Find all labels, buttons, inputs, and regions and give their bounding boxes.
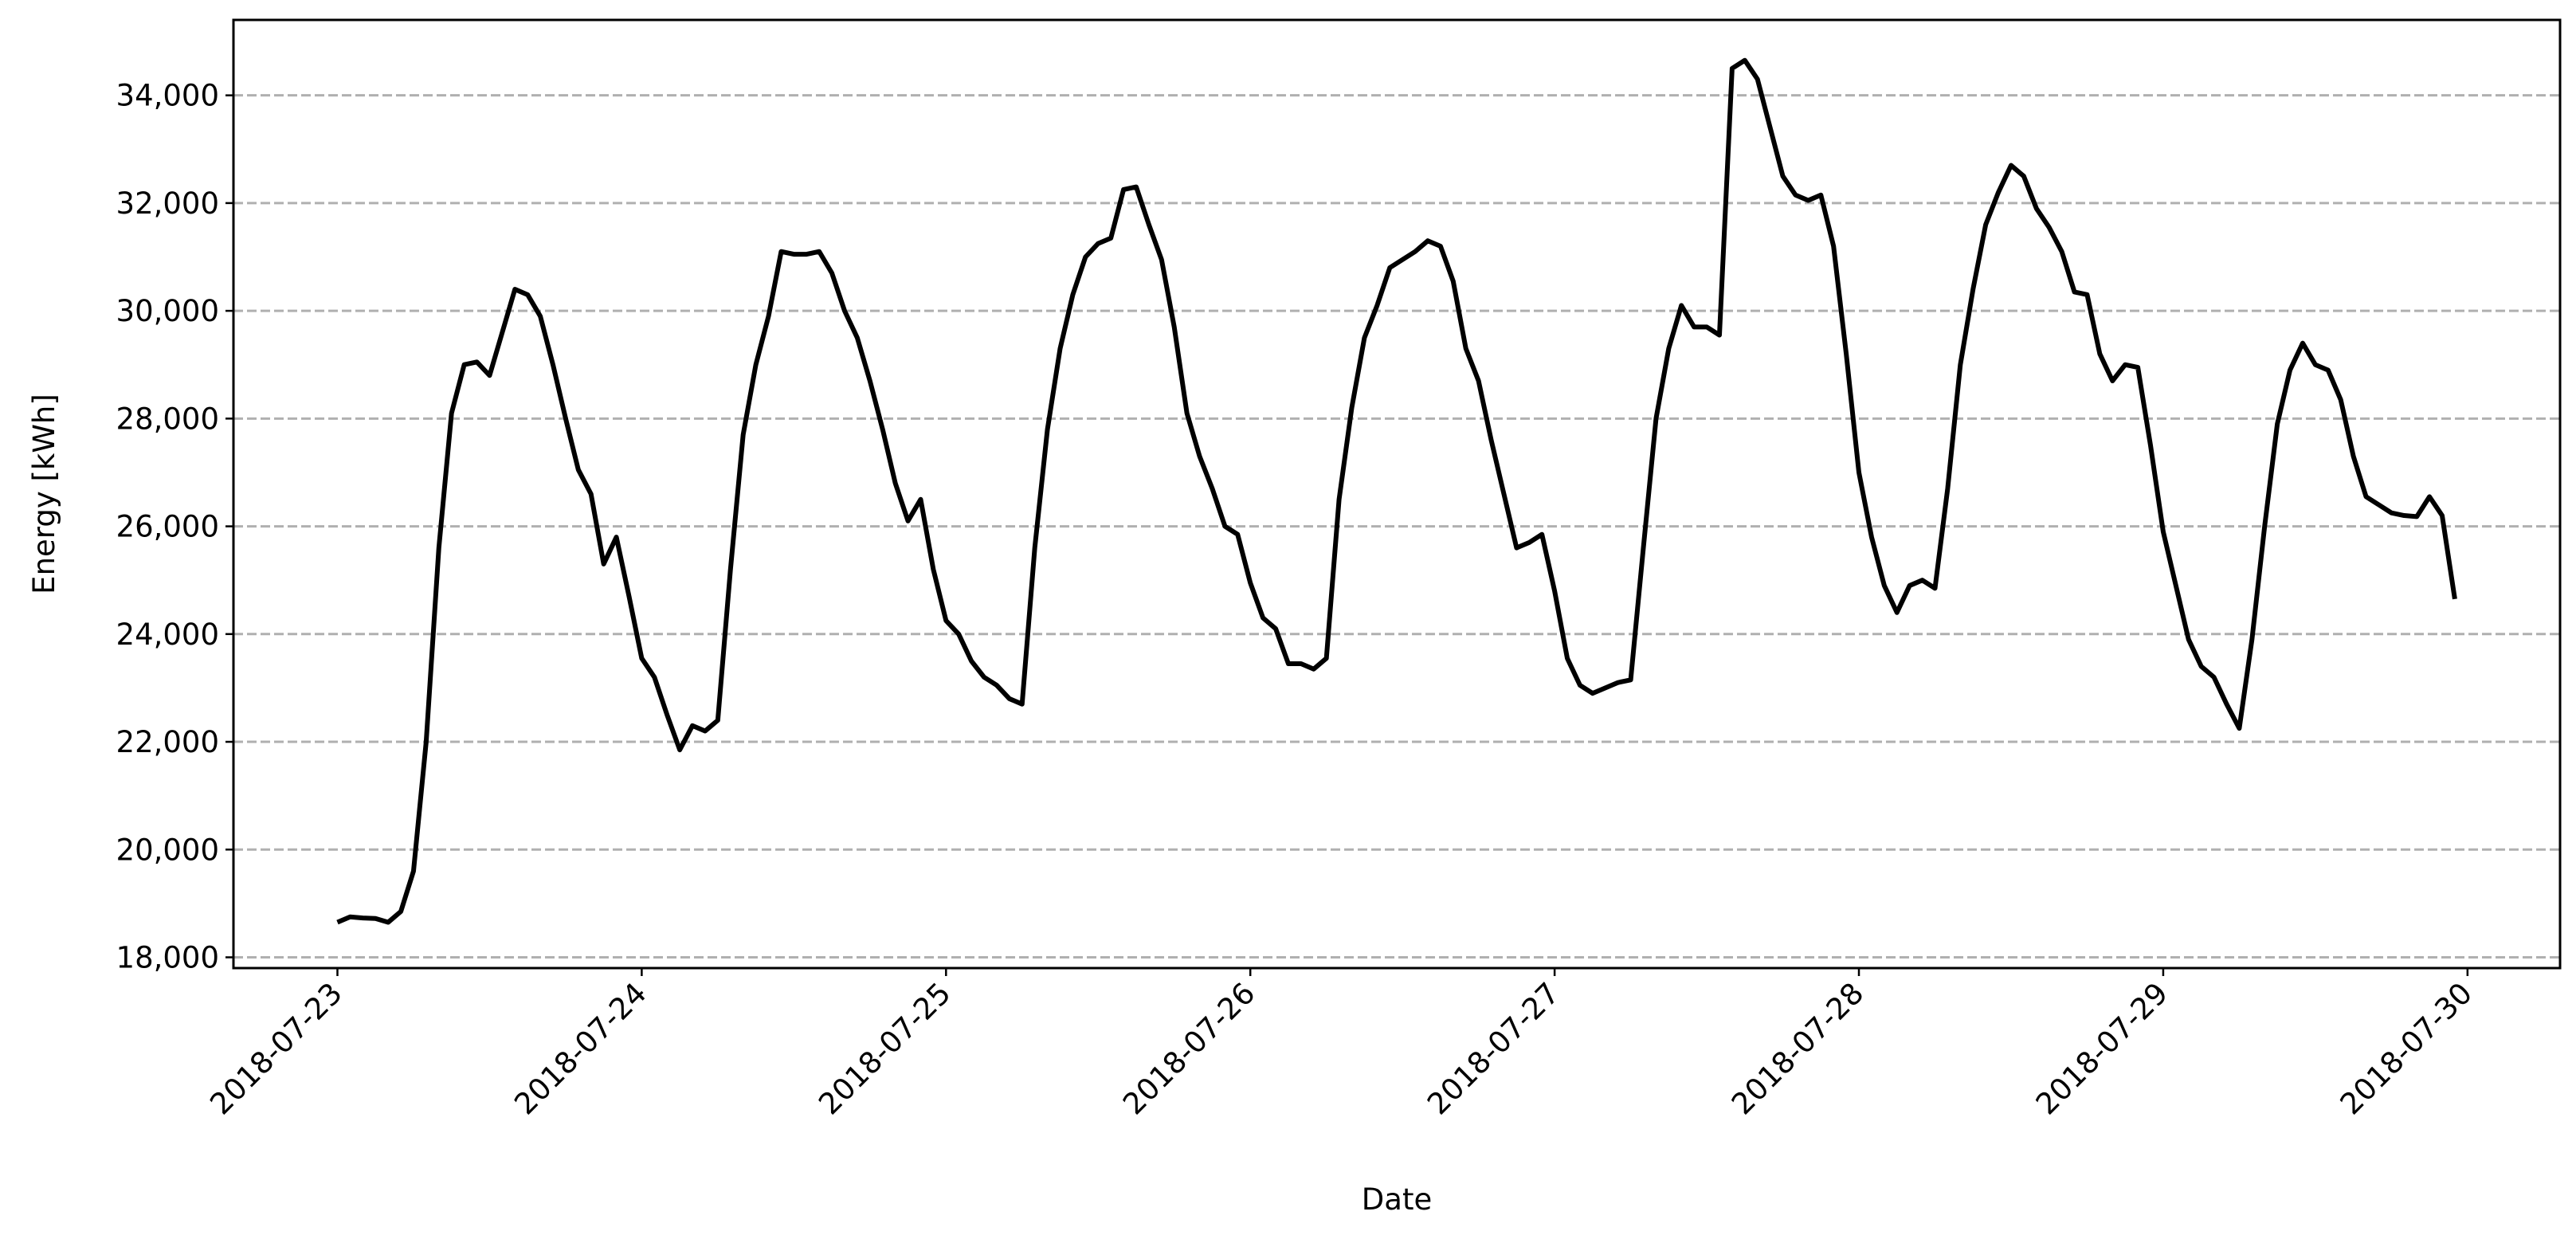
x-tick-label: 2018-07-30 [2334, 976, 2479, 1121]
y-tick-label: 24,000 [116, 618, 219, 652]
y-tick-label: 18,000 [116, 940, 219, 974]
y-tick-label: 30,000 [116, 294, 219, 328]
x-tick-label: 2018-07-24 [508, 976, 653, 1121]
x-tick-label: 2018-07-28 [1725, 976, 1870, 1121]
x-tick-label: 2018-07-27 [1421, 976, 1566, 1121]
y-tick-label: 34,000 [116, 79, 219, 113]
x-tick-label: 2018-07-23 [203, 976, 348, 1121]
x-tick-label: 2018-07-25 [812, 976, 957, 1121]
y-tick-label: 26,000 [116, 510, 219, 544]
x-tick-label: 2018-07-29 [2029, 976, 2174, 1121]
x-axis-label: Date [1362, 1182, 1432, 1217]
x-tick-label: 2018-07-26 [1116, 976, 1261, 1121]
y-tick-label: 22,000 [116, 725, 219, 759]
y-axis-label: Energy [kWh] [27, 394, 61, 594]
y-tick-label: 28,000 [116, 402, 219, 436]
data-line [336, 57, 2457, 925]
y-tick-label: 32,000 [116, 186, 219, 221]
y-tick-label: 20,000 [116, 833, 219, 867]
plot-frame [232, 18, 2562, 970]
